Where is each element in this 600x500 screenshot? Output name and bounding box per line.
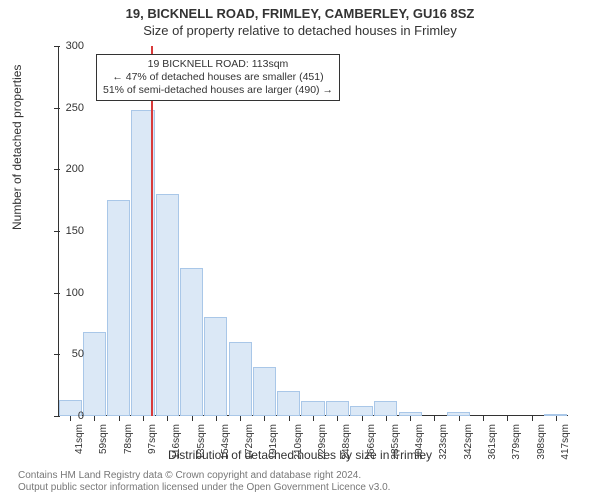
x-tick (434, 416, 435, 421)
chart-area: 19 BICKNELL ROAD: 113sqm← 47% of detache… (58, 46, 568, 416)
histogram-bar (350, 406, 373, 416)
x-tick (483, 416, 484, 421)
histogram-bar (326, 401, 349, 416)
histogram-bar (107, 200, 130, 416)
x-tick (459, 416, 460, 421)
x-tick (386, 416, 387, 421)
histogram-bar (229, 342, 252, 416)
y-axis-label: Number of detached properties (10, 65, 24, 230)
x-tick (556, 416, 557, 421)
annotation-line: 51% of semi-detached houses are larger (… (103, 84, 333, 97)
histogram-bar (83, 332, 106, 416)
histogram-bar (374, 401, 397, 416)
y-tick (54, 46, 60, 47)
annotation-line: ← 47% of detached houses are smaller (45… (103, 71, 333, 84)
x-tick (240, 416, 241, 421)
x-tick (167, 416, 168, 421)
y-tick-label: 150 (44, 225, 84, 237)
x-tick (94, 416, 95, 421)
y-tick (54, 354, 60, 355)
x-tick (143, 416, 144, 421)
x-tick (70, 416, 71, 421)
x-tick (264, 416, 265, 421)
y-tick (54, 293, 60, 294)
y-tick (54, 169, 60, 170)
annotation-line: 19 BICKNELL ROAD: 113sqm (103, 58, 333, 71)
x-tick (289, 416, 290, 421)
y-tick (54, 231, 60, 232)
y-tick-label: 100 (44, 287, 84, 299)
chart-subtitle: Size of property relative to detached ho… (0, 21, 600, 38)
y-tick (54, 416, 60, 417)
x-tick (507, 416, 508, 421)
y-tick-label: 250 (44, 102, 84, 114)
footer-line: Output public sector information license… (18, 482, 390, 494)
histogram-bar (301, 401, 324, 416)
x-tick (410, 416, 411, 421)
x-tick (119, 416, 120, 421)
histogram-bar (253, 367, 276, 416)
y-tick-label: 0 (44, 410, 84, 422)
y-tick-label: 200 (44, 163, 84, 175)
footer-attribution: Contains HM Land Registry data © Crown c… (18, 470, 390, 494)
y-tick (54, 108, 60, 109)
x-tick (337, 416, 338, 421)
x-tick (192, 416, 193, 421)
histogram-bar (180, 268, 203, 416)
y-tick-label: 300 (44, 40, 84, 52)
footer-line: Contains HM Land Registry data © Crown c… (18, 470, 390, 482)
marker-line (151, 46, 153, 416)
plot-area: 19 BICKNELL ROAD: 113sqm← 47% of detache… (58, 46, 568, 416)
histogram-bar (204, 317, 227, 416)
histogram-bar (156, 194, 179, 416)
chart-title: 19, BICKNELL ROAD, FRIMLEY, CAMBERLEY, G… (0, 0, 600, 21)
y-tick-label: 50 (44, 348, 84, 360)
x-tick (216, 416, 217, 421)
x-axis-label: Distribution of detached houses by size … (0, 448, 600, 462)
x-tick (313, 416, 314, 421)
annotation-box: 19 BICKNELL ROAD: 113sqm← 47% of detache… (96, 54, 340, 101)
x-tick (532, 416, 533, 421)
histogram-bar (277, 391, 300, 416)
x-tick (362, 416, 363, 421)
